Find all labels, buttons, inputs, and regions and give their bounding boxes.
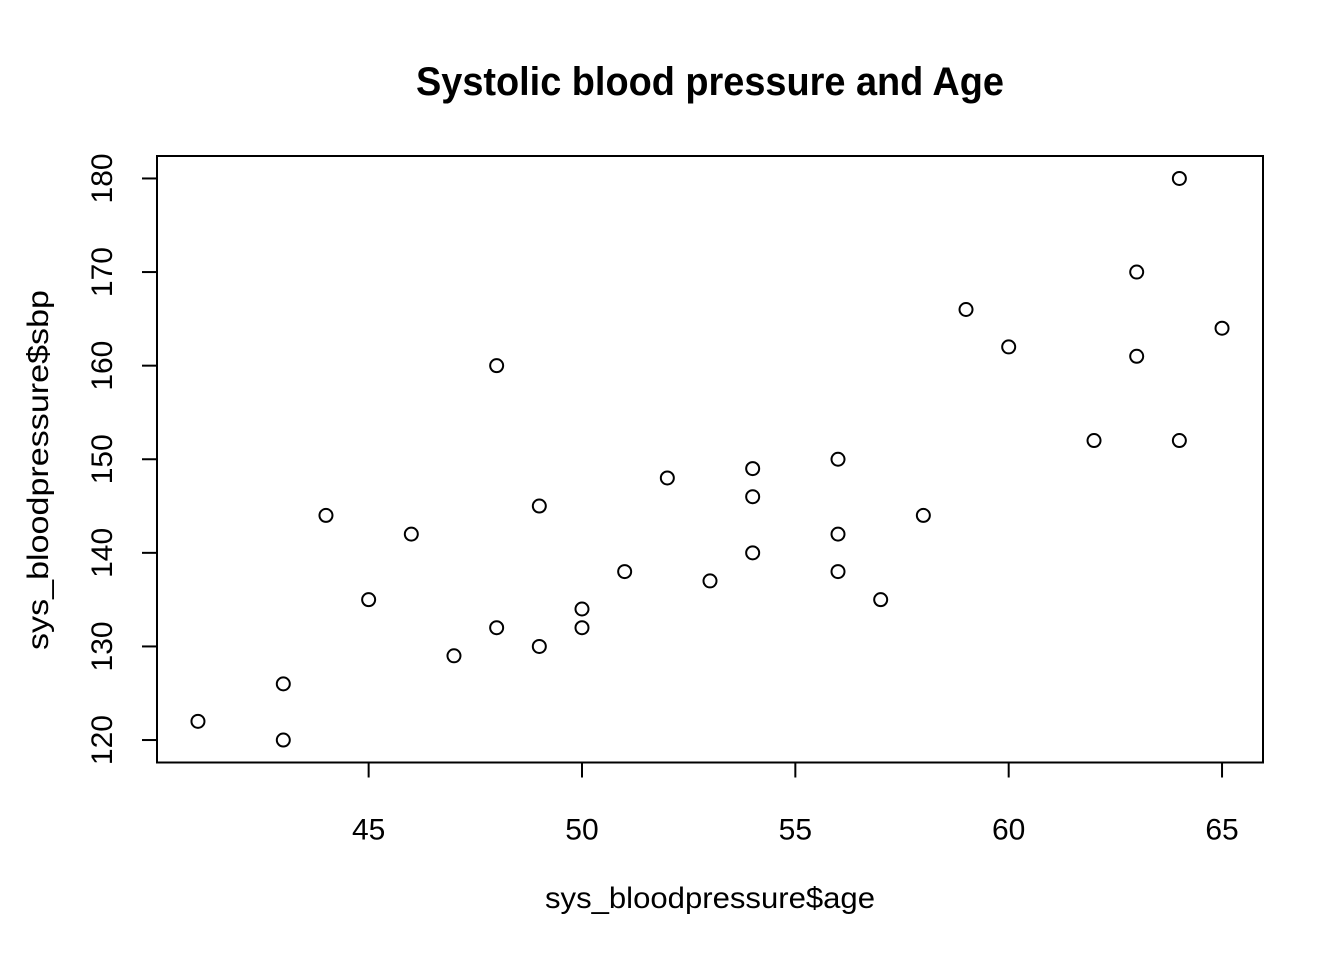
- data-point: [361, 592, 377, 608]
- data-point: [489, 620, 505, 636]
- data-point: [830, 451, 846, 467]
- y-tick-label: 130: [86, 621, 119, 671]
- x-axis-label: sys_bloodpressure$age: [545, 882, 875, 915]
- data-point: [489, 358, 505, 374]
- data-point: [745, 545, 761, 561]
- x-tick-label: 60: [992, 814, 1025, 847]
- chart-title: Systolic blood pressure and Age: [416, 60, 1004, 104]
- data-point: [1214, 320, 1230, 336]
- data-point: [318, 507, 334, 523]
- data-point: [1171, 170, 1187, 186]
- data-points-group: [190, 170, 1230, 748]
- data-point: [1129, 348, 1145, 364]
- data-point: [915, 507, 931, 523]
- y-tick-label: 140: [86, 528, 119, 578]
- data-point: [745, 489, 761, 505]
- data-point: [574, 620, 590, 636]
- y-tick-label: 160: [86, 341, 119, 391]
- data-point: [702, 573, 718, 589]
- plot-area-border: [156, 155, 1264, 764]
- data-point: [403, 526, 419, 542]
- data-point: [873, 592, 889, 608]
- data-point: [1086, 433, 1102, 449]
- data-point: [830, 564, 846, 580]
- y-tick-label: 170: [86, 247, 119, 297]
- data-point: [617, 564, 633, 580]
- data-point: [958, 301, 974, 317]
- y-axis-ticks: 120 130 140 150 160 170 180: [86, 153, 157, 765]
- y-tick-label: 120: [86, 715, 119, 765]
- data-point: [659, 470, 675, 486]
- y-tick-label: 180: [86, 153, 119, 203]
- x-tick-label: 55: [779, 814, 812, 847]
- data-point: [574, 601, 590, 617]
- x-tick-label: 50: [565, 814, 598, 847]
- data-point: [446, 648, 462, 664]
- data-point: [745, 461, 761, 477]
- data-point: [190, 713, 206, 729]
- y-tick-label: 150: [86, 434, 119, 484]
- data-point: [531, 498, 547, 514]
- data-point: [531, 638, 547, 654]
- data-point: [830, 526, 846, 542]
- data-point: [275, 732, 291, 748]
- x-tick-label: 65: [1205, 814, 1238, 847]
- data-point: [1129, 264, 1145, 280]
- data-point: [1001, 339, 1017, 355]
- y-axis-label: sys_bloodpressure$sbp: [22, 290, 55, 650]
- data-point: [275, 676, 291, 692]
- x-axis-ticks: 45 50 55 60 65: [352, 762, 1239, 847]
- x-tick-label: 45: [352, 814, 385, 847]
- data-point: [1171, 433, 1187, 449]
